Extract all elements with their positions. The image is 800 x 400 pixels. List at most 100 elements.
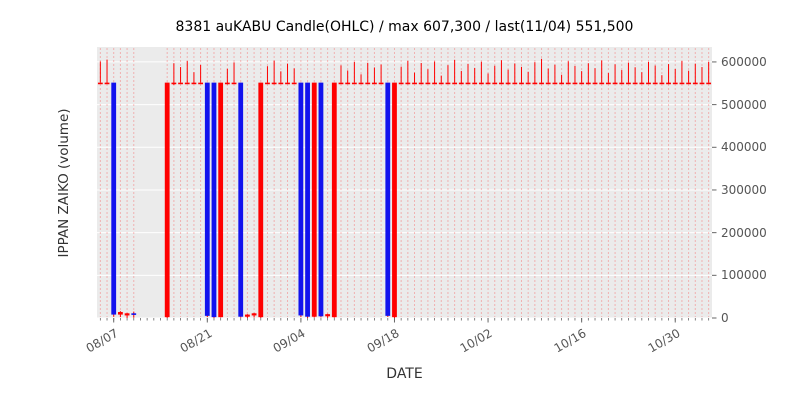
y-axis-label: IPPAN ZAIKO (volume) — [56, 108, 72, 258]
candle-body — [198, 82, 204, 85]
candle-body — [131, 313, 137, 315]
candle-body — [652, 82, 658, 85]
candle-body — [224, 82, 230, 85]
candle-body — [425, 82, 431, 85]
y-tick-label: 100000 — [721, 268, 767, 283]
candle-body — [331, 82, 337, 318]
candle-body — [305, 82, 310, 317]
candle-body — [218, 82, 224, 318]
candle-body — [338, 82, 344, 85]
candle-body — [478, 82, 484, 85]
candle-body — [492, 82, 498, 85]
y-tick-label: 200000 — [721, 225, 767, 240]
candle-body — [432, 82, 437, 85]
candle-body — [605, 82, 611, 85]
candle-body — [365, 82, 371, 85]
candle-body — [585, 82, 591, 85]
y-tick-label: 300000 — [721, 182, 767, 197]
candle-body — [545, 82, 551, 85]
candle-body — [258, 82, 264, 318]
candle-body — [639, 82, 645, 85]
candle-body — [398, 82, 404, 85]
candle-body — [485, 82, 491, 85]
candle-body — [178, 82, 183, 85]
candle-body — [519, 82, 524, 85]
candle-body — [97, 82, 103, 85]
candle-body — [438, 82, 444, 85]
candle-body — [392, 82, 397, 318]
candle-body — [666, 82, 671, 85]
candle-body — [111, 82, 117, 315]
y-tick-label: 500000 — [721, 97, 767, 112]
candle-body — [632, 82, 638, 85]
candle-body — [499, 82, 504, 85]
candle-body — [251, 313, 257, 316]
candle-body — [659, 82, 665, 85]
candle-body — [599, 82, 605, 85]
candle-body — [472, 82, 478, 85]
candle-body — [412, 82, 417, 85]
candle-body — [559, 82, 564, 85]
candle-body — [572, 82, 578, 85]
candle-body — [418, 82, 424, 85]
candle-body — [245, 314, 250, 317]
candle-body — [104, 82, 110, 85]
candle-body — [465, 82, 471, 85]
candle-body — [626, 82, 631, 85]
candle-body — [124, 313, 130, 316]
candle-body — [525, 82, 531, 85]
candle-body — [372, 82, 377, 85]
candle-body — [345, 82, 351, 85]
candle-body — [311, 82, 317, 317]
candle-body — [358, 82, 364, 85]
candle-body — [265, 82, 270, 85]
candle-body — [318, 82, 324, 317]
candle-body — [278, 82, 284, 85]
candle-body — [298, 82, 304, 316]
candle-body — [552, 82, 558, 85]
x-axis-label: DATE — [386, 366, 423, 382]
candle-body — [646, 82, 651, 85]
candle-body — [378, 82, 384, 85]
candle-body — [692, 82, 698, 85]
candle-body — [211, 82, 217, 318]
candle-body — [405, 82, 411, 85]
candle-body — [171, 82, 177, 85]
candle-body — [238, 82, 244, 317]
candle-body — [532, 82, 538, 85]
y-tick-label: 400000 — [721, 140, 767, 155]
candle-body — [592, 82, 598, 85]
candle-body — [505, 82, 511, 85]
plot-background — [97, 47, 712, 318]
candle-body — [285, 82, 290, 85]
candle-body — [672, 82, 678, 85]
candle-body — [699, 82, 705, 85]
candle-body — [706, 82, 712, 85]
candle-body — [385, 82, 391, 316]
candle-body — [351, 82, 357, 85]
candle-body — [458, 82, 464, 85]
candle-body — [512, 82, 518, 85]
candle-body — [579, 82, 585, 85]
y-tick-label: 600000 — [721, 54, 767, 69]
candle-body — [539, 82, 544, 85]
candle-body — [191, 82, 197, 85]
y-tick-label: 0 — [721, 311, 729, 325]
candle-body — [679, 82, 685, 85]
candle-body — [565, 82, 571, 85]
candle-body — [184, 82, 190, 85]
candle-body — [164, 82, 170, 318]
candle-body — [445, 82, 451, 85]
candle-body — [325, 314, 331, 317]
candle-body — [271, 82, 277, 85]
candle-body — [291, 82, 297, 85]
candle-body — [452, 82, 458, 85]
candle-body — [619, 82, 625, 85]
candle-body — [686, 82, 692, 85]
chart-title: 8381 auKABU Candle(OHLC) / max 607,300 /… — [175, 19, 634, 35]
candle-body — [612, 82, 618, 85]
candle-body — [204, 82, 210, 316]
candle-body — [117, 312, 123, 315]
